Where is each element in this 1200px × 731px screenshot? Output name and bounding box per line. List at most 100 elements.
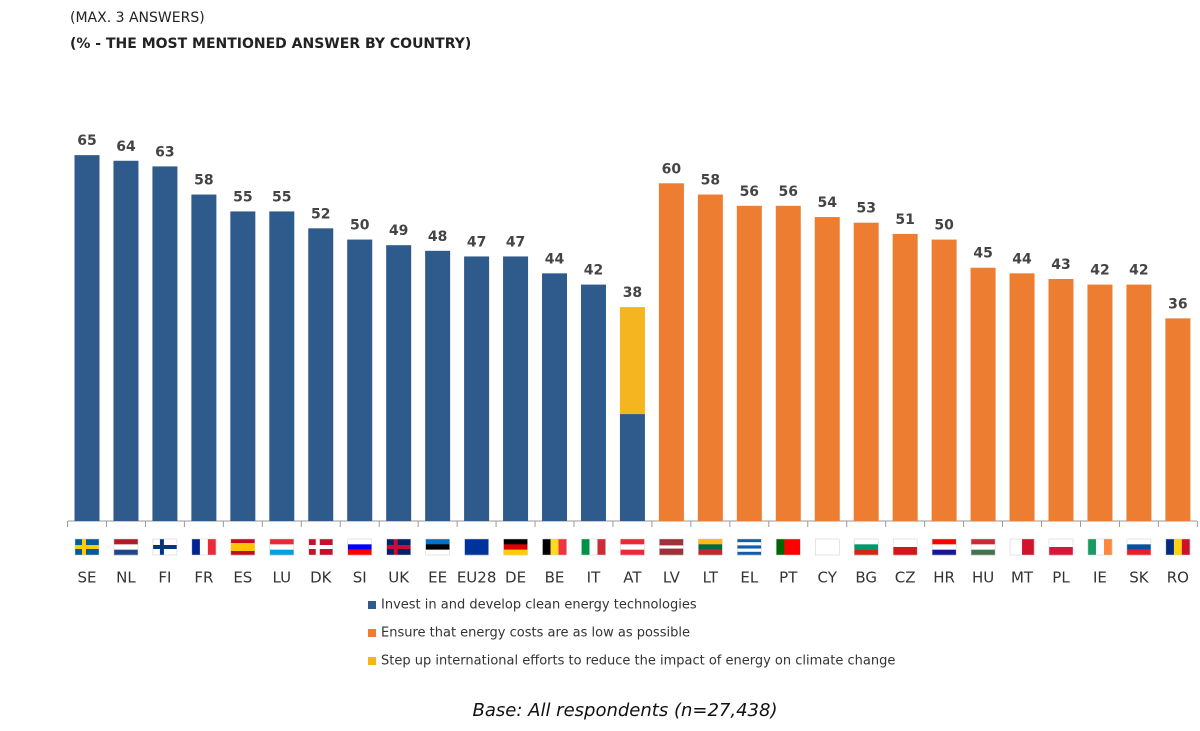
x-tick-label: BE: [545, 569, 565, 587]
flag-part: [113, 539, 138, 545]
flag-part: [971, 544, 996, 550]
legend-swatch: [368, 629, 376, 637]
bar: [658, 183, 684, 522]
flag-part: [113, 544, 138, 550]
flag-part: [737, 551, 762, 556]
flag-part: [932, 539, 957, 545]
flag-part: [597, 539, 606, 555]
flag-part: [589, 539, 598, 555]
flag-part: [659, 551, 684, 556]
x-tick-label: EU28: [457, 569, 497, 587]
flag-border: [659, 538, 684, 556]
x-tick-label: LU: [273, 569, 292, 587]
x-tick-label: DK: [310, 569, 333, 587]
x-tick-label: EL: [740, 569, 758, 587]
flag-border: [581, 538, 606, 556]
chart-note: (% - THE MOST MENTIONED ANSWER BY COUNTR…: [70, 36, 471, 52]
x-tick-label: SK: [1129, 569, 1150, 587]
x-tick-label: FI: [158, 569, 171, 587]
flag-part: [308, 545, 333, 549]
flag-border: [1165, 538, 1191, 556]
flag-part: [1087, 539, 1097, 555]
bar: [619, 414, 645, 521]
bar: [230, 211, 256, 521]
value-label: 50: [934, 218, 954, 234]
flag-part: [1173, 539, 1183, 555]
flag-border: [1048, 538, 1074, 556]
value-label: 64: [116, 139, 136, 155]
bar: [970, 267, 996, 521]
flag-border: [970, 538, 996, 556]
bar: [74, 155, 100, 521]
bar: [347, 239, 373, 522]
flag-border: [269, 538, 295, 556]
flag-border: [737, 538, 762, 556]
flag-part: [503, 539, 528, 545]
bar: [425, 250, 451, 522]
flag-border: [347, 538, 372, 556]
flag-part: [269, 539, 294, 545]
legend-swatch: [368, 601, 376, 609]
flag-part: [1126, 544, 1151, 550]
flag-part: [620, 539, 645, 545]
x-tick-label: CY: [818, 569, 838, 587]
value-label: 38: [623, 285, 642, 301]
flag-part: [230, 543, 255, 548]
value-label: 44: [545, 251, 565, 267]
flag-part: [620, 549, 645, 556]
flag-part: [152, 545, 177, 549]
x-tick-label: PT: [779, 569, 798, 587]
value-label: 63: [155, 144, 174, 160]
value-label: 58: [701, 173, 720, 189]
flag-part: [784, 539, 793, 555]
x-tick-label: EE: [428, 569, 447, 587]
x-tick-label: FR: [194, 569, 213, 587]
bar: [775, 205, 801, 522]
flag-part: [425, 544, 450, 550]
value-label: 47: [467, 234, 486, 250]
flag-border: [152, 538, 178, 556]
x-tick-label: CZ: [895, 569, 916, 587]
chart-subtitle: (MAX. 3 ANSWERS): [70, 10, 205, 26]
bar: [308, 228, 334, 522]
bar: [892, 233, 918, 521]
flags: [74, 538, 1191, 556]
flag-part: [932, 549, 957, 556]
bar: [1048, 278, 1074, 521]
value-label: 52: [311, 206, 330, 222]
flag-part: [1049, 547, 1073, 556]
value-label: 49: [389, 223, 408, 239]
flag-part: [815, 539, 840, 556]
flag-border: [698, 538, 723, 556]
bar: [736, 205, 762, 522]
flag-part: [620, 544, 645, 550]
value-label: 36: [1168, 296, 1187, 312]
flag-part: [542, 539, 551, 555]
value-label: 48: [428, 229, 447, 245]
flag-part: [1049, 539, 1073, 548]
flag-border: [191, 538, 217, 556]
flag-part: [199, 539, 209, 555]
value-label: 55: [272, 189, 291, 205]
flag-part: [1095, 539, 1105, 555]
flag-part: [191, 539, 201, 555]
flag-part: [230, 547, 255, 552]
bar: [1087, 284, 1113, 521]
flag-part: [1103, 539, 1113, 555]
flag-border: [308, 538, 334, 556]
flag-border: [503, 538, 528, 556]
flag-border: [931, 538, 957, 556]
flag-part: [207, 539, 217, 555]
bar: [113, 160, 139, 521]
value-label: 55: [233, 189, 252, 205]
flag-border: [1126, 538, 1152, 556]
x-tick-label: RO: [1167, 569, 1189, 587]
x-tick-label: IE: [1093, 569, 1107, 587]
legend-swatch: [368, 657, 376, 665]
flag-border: [776, 538, 801, 556]
flag-part: [659, 548, 684, 552]
x-tick-label: HU: [972, 569, 994, 587]
flag-part: [230, 539, 255, 544]
flag-part: [893, 547, 918, 556]
flag-part: [893, 539, 918, 548]
